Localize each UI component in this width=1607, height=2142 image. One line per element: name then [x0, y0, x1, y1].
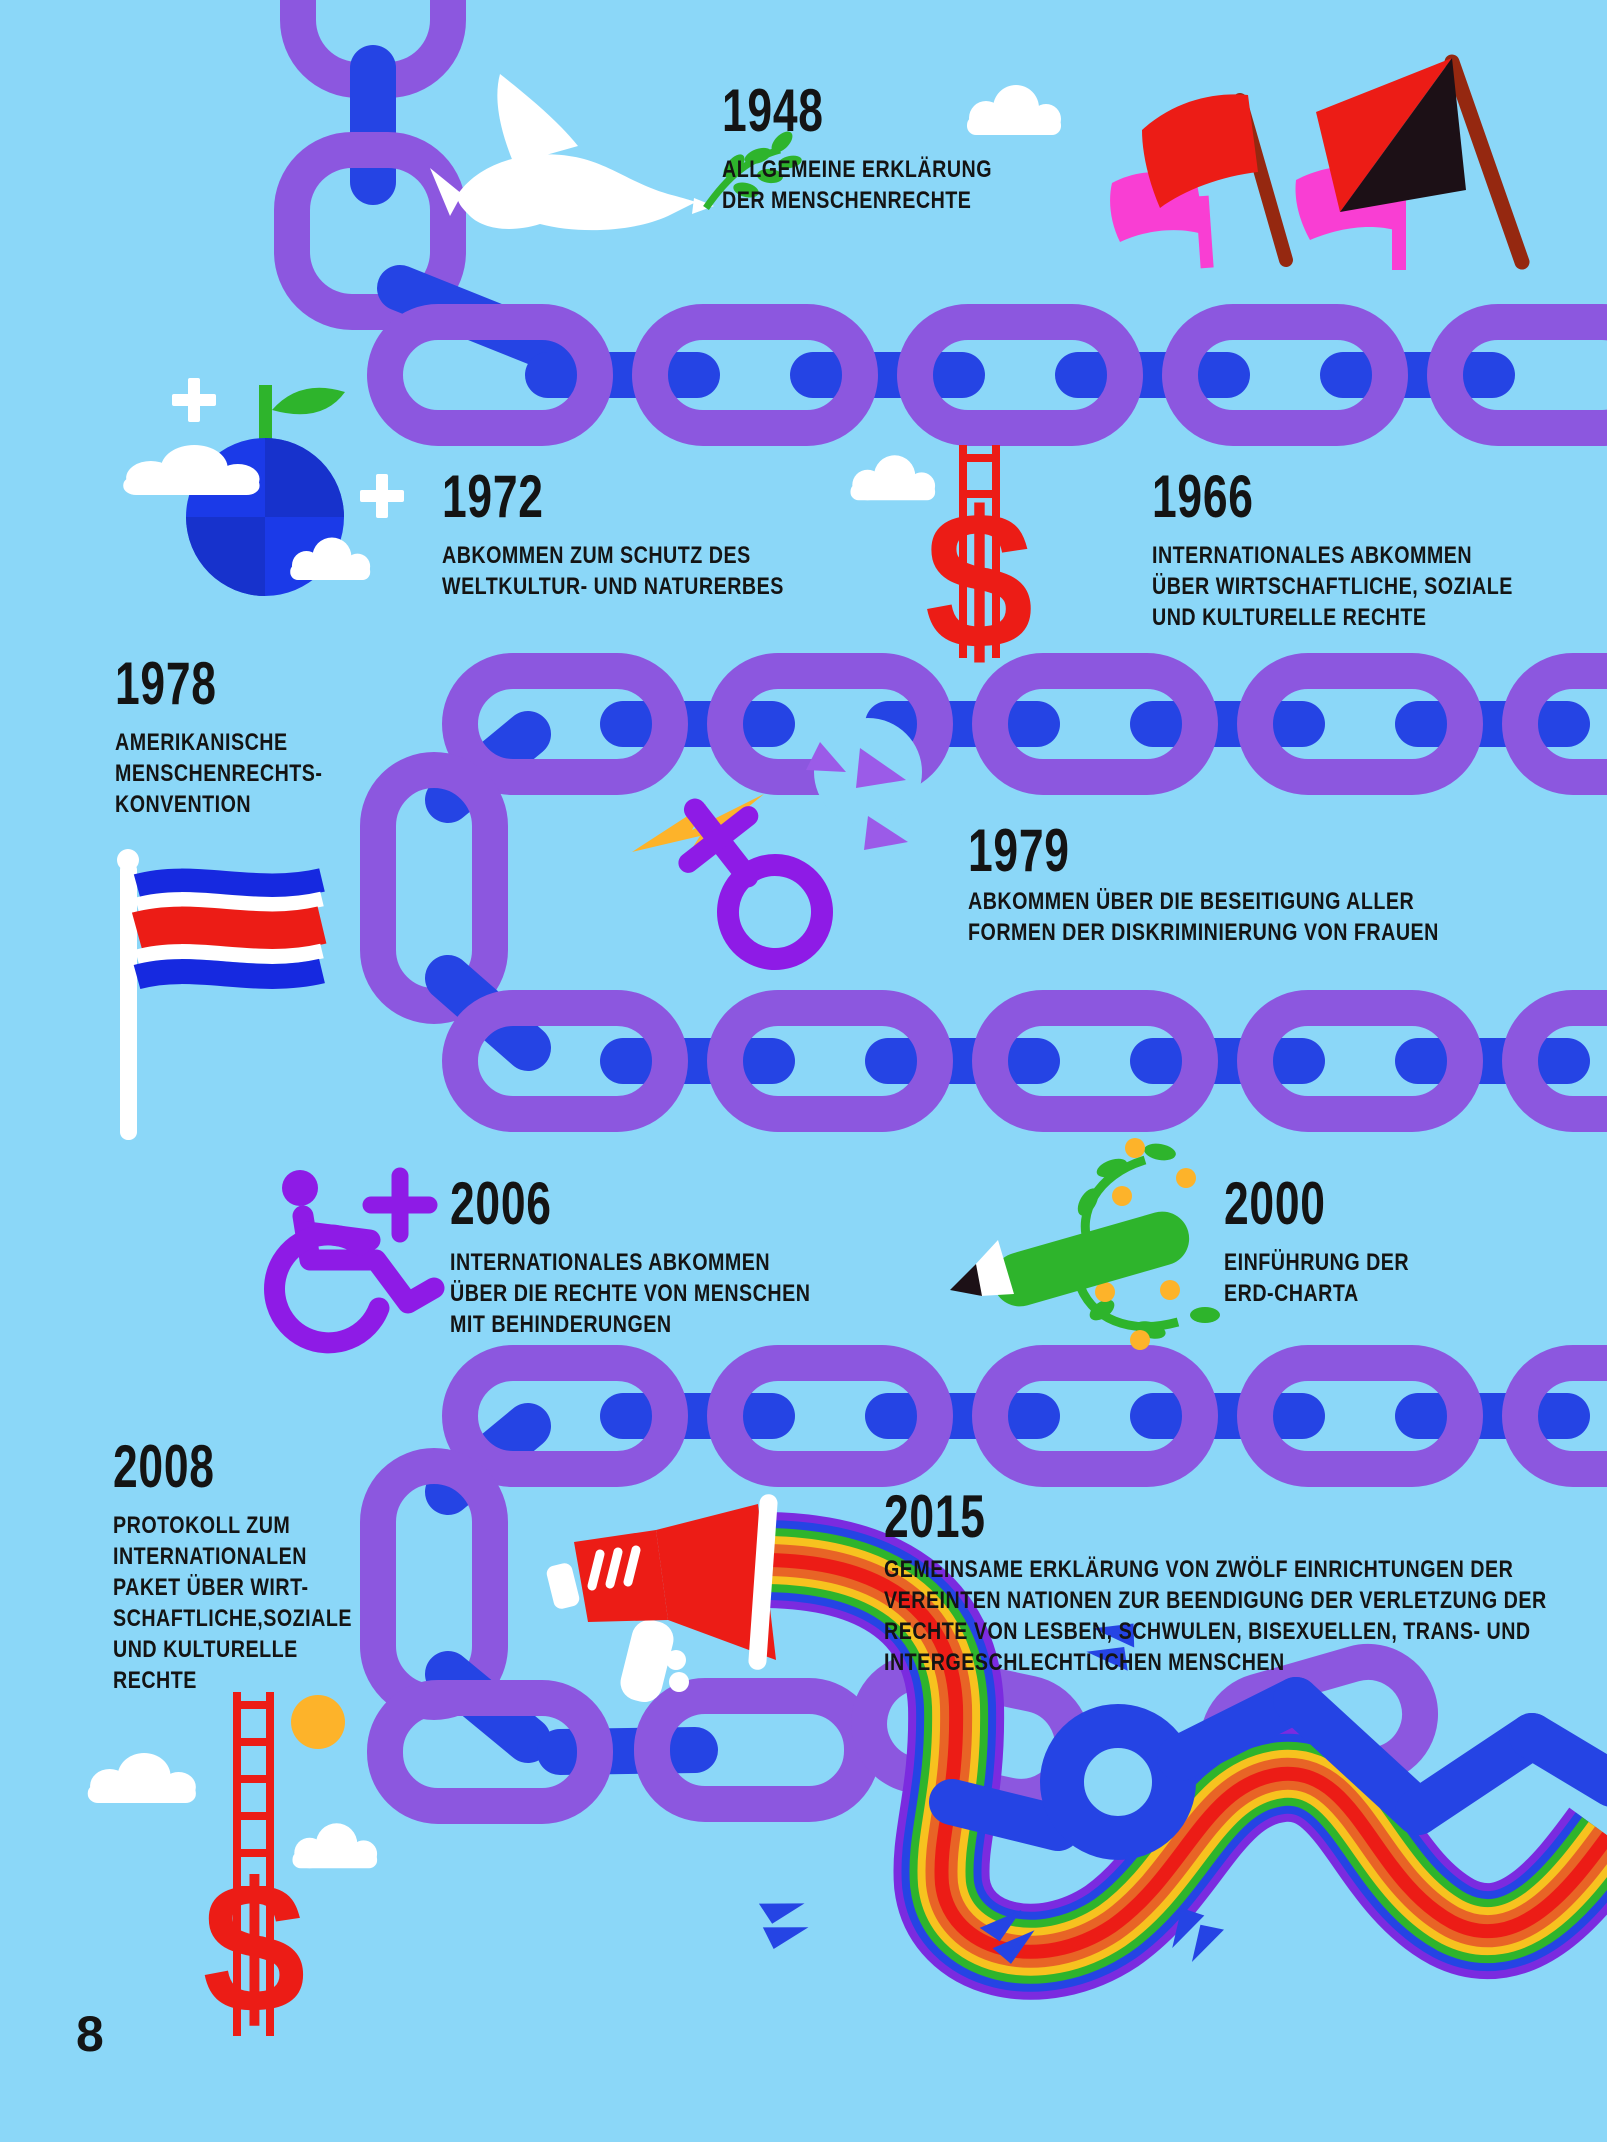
chain-row-1 — [367, 304, 1607, 446]
event-1979: 1979 ABKOMMEN ÜBER DIE BESEITIGUNG ALLER… — [968, 817, 1542, 948]
protest-flags-icon — [1110, 54, 1530, 270]
svg-text:$: $ — [924, 471, 1033, 690]
event-2000: 2000 EINFÜHRUNG DER ERD-CHARTA — [1224, 1170, 1450, 1309]
chain-row-3 — [442, 990, 1607, 1132]
event-year: 2015 — [884, 1483, 986, 1550]
event-description: GEMEINSAME ERKLÄRUNG VON ZWÖLF EINRICHTU… — [884, 1556, 1547, 1676]
event-year: 2006 — [450, 1170, 552, 1237]
chain-fragment-icon — [748, 1892, 815, 1957]
event-1948: 1948 ALLGEMEINE ERKLÄRUNG DER MENSCHENRE… — [722, 77, 1051, 216]
wheelchair-icon — [264, 1167, 445, 1354]
event-2015: 2015 GEMEINSAME ERKLÄRUNG VON ZWÖLF EINR… — [884, 1483, 1607, 1678]
event-year: 1972 — [442, 463, 544, 530]
breaking-blue-chain — [748, 1605, 1607, 1968]
ladder-sun-dollar-icon: $ — [87, 1692, 378, 2052]
event-year: 1978 — [115, 650, 217, 717]
megaphone-icon — [546, 1494, 778, 1703]
chain-row-2 — [425, 653, 1607, 823]
event-description: ABKOMMEN ÜBER DIE BESEITIGUNG ALLER FORM… — [968, 888, 1439, 946]
event-2008: 2008 PROTOKOLL ZUM INTERNATIONALEN PAKET… — [113, 1433, 404, 1696]
event-year: 1948 — [722, 77, 824, 144]
sun-icon — [291, 1695, 345, 1749]
page-number: 8 — [76, 2006, 104, 2062]
chain-row-4 — [425, 1345, 1607, 1515]
event-1978: 1978 AMERIKANISCHE MENSCHENRECHTS- KONVE… — [115, 650, 368, 820]
event-year: 1966 — [1152, 463, 1254, 530]
event-1966: 1966 INTERNATIONALES ABKOMMEN ÜBER WIRTS… — [1152, 463, 1592, 633]
olive-branch-icon — [703, 131, 802, 210]
cloud-icon — [87, 1753, 196, 1803]
pencil-vine-icon — [950, 1138, 1220, 1350]
event-2006: 2006 INTERNATIONALES ABKOMMEN ÜBER DIE R… — [450, 1170, 890, 1340]
event-description: ABKOMMEN ZUM SCHUTZ DES WELTKULTUR- UND … — [442, 542, 784, 600]
red-black-flag-icon — [1316, 58, 1452, 212]
lightning-icon — [632, 794, 764, 858]
event-description: INTERNATIONALES ABKOMMEN ÜBER WIRTSCHAFT… — [1152, 542, 1513, 631]
dollar-ladder-icon: $ — [850, 445, 1034, 690]
costa-rica-flag-icon — [117, 849, 327, 1140]
event-year: 2000 — [1224, 1170, 1326, 1237]
venus-symbol-icon — [678, 798, 833, 970]
event-1972: 1972 ABKOMMEN ZUM SCHUTZ DES WELTKULTUR-… — [442, 463, 859, 602]
sparkle-plus-icon — [360, 474, 404, 518]
berries-icon — [1095, 1138, 1196, 1350]
event-year: 2008 — [113, 1433, 215, 1500]
cloud-icon — [850, 455, 936, 501]
sparkle-plus-icon — [172, 378, 216, 422]
dove-icon — [430, 74, 802, 231]
broken-chain-shards — [806, 742, 908, 850]
event-year: 1979 — [968, 817, 1070, 884]
plus-icon — [362, 1167, 438, 1243]
event-description: PROTOKOLL ZUM INTERNATIONALEN PAKET ÜBER… — [113, 1512, 352, 1694]
event-description: ALLGEMEINE ERKLÄRUNG DER MENSCHENRECHTE — [722, 156, 993, 214]
svg-text:$: $ — [202, 1845, 305, 2052]
event-description: EINFÜHRUNG DER ERD-CHARTA — [1224, 1249, 1410, 1307]
event-description: INTERNATIONALES ABKOMMEN ÜBER DIE RECHTE… — [450, 1249, 811, 1338]
red-flag-icon — [1142, 94, 1258, 208]
earth-apple-icon — [123, 378, 404, 596]
event-description: AMERIKANISCHE MENSCHENRECHTS- KONVENTION — [115, 729, 323, 818]
